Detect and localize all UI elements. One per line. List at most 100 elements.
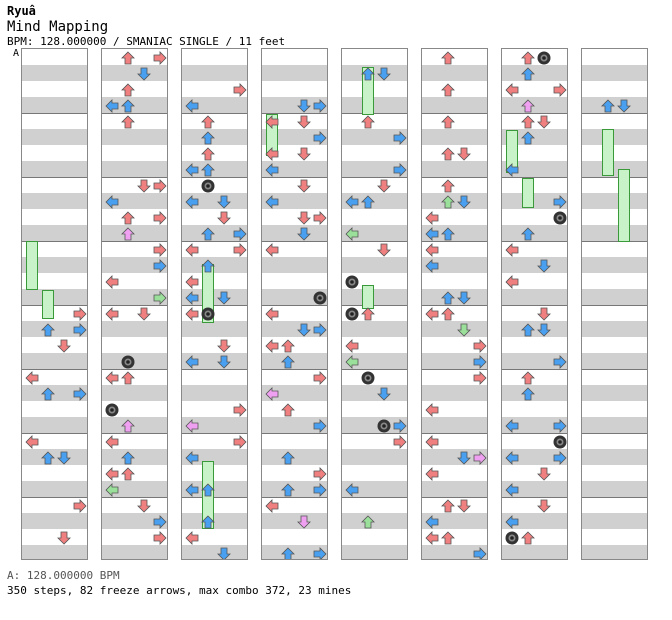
arrow-up-icon xyxy=(217,194,231,209)
arrow-up-icon xyxy=(537,306,551,321)
arrow-left-icon xyxy=(105,194,119,209)
measure-line xyxy=(342,497,407,498)
arrow-down-icon xyxy=(121,98,135,113)
measure-line xyxy=(582,305,647,306)
arrow-left-icon xyxy=(505,514,519,529)
measure-line xyxy=(582,433,647,434)
arrow-left-icon xyxy=(265,306,279,321)
arrow-right-icon xyxy=(153,258,167,273)
measure-line xyxy=(22,305,87,306)
arrow-right-icon xyxy=(233,402,247,417)
arrow-left-icon xyxy=(105,466,119,481)
measure-line xyxy=(102,113,167,114)
arrow-left-icon xyxy=(185,98,199,113)
arrow-down-icon xyxy=(521,226,535,241)
arrow-left-icon xyxy=(185,194,199,209)
arrow-right-icon xyxy=(153,530,167,545)
arrow-left-icon xyxy=(105,370,119,385)
measure-line xyxy=(182,177,247,178)
arrow-down-icon xyxy=(121,50,135,65)
measure-line xyxy=(502,497,567,498)
arrow-left-icon xyxy=(425,242,439,257)
measure-line xyxy=(342,305,407,306)
arrow-up-icon xyxy=(297,98,311,113)
arrow-left-icon xyxy=(185,290,199,305)
arrow-down-icon xyxy=(121,82,135,97)
measure-line xyxy=(502,177,567,178)
bpm-legend: A: 128.000000 BPM xyxy=(7,569,120,582)
song-artist: Ryuâ xyxy=(7,4,36,18)
arrow-down-icon xyxy=(521,386,535,401)
arrow-down-icon xyxy=(521,130,535,145)
arrow-left-icon xyxy=(265,146,279,161)
arrow-up-icon xyxy=(217,354,231,369)
arrow-down-icon xyxy=(441,226,455,241)
arrow-left-icon xyxy=(425,514,439,529)
arrow-down-icon xyxy=(281,402,295,417)
arrow-left-icon xyxy=(185,530,199,545)
arrow-down-icon xyxy=(201,146,215,161)
arrow-right-icon xyxy=(313,546,327,559)
arrow-right-icon xyxy=(73,322,87,337)
arrow-up-icon xyxy=(57,338,71,353)
arrow-down-icon xyxy=(201,482,215,497)
arrow-up-icon xyxy=(537,258,551,273)
arrow-up-icon xyxy=(537,498,551,513)
mine-icon xyxy=(201,178,215,193)
chart-column-3 xyxy=(181,48,248,560)
arrow-left-icon xyxy=(185,162,199,177)
arrow-right-icon xyxy=(73,498,87,513)
arrow-right-icon xyxy=(153,50,167,65)
arrow-down-icon xyxy=(201,162,215,177)
arrow-right-icon xyxy=(553,418,567,433)
arrow-up-icon xyxy=(137,66,151,81)
arrow-left-icon xyxy=(105,274,119,289)
arrow-right-icon xyxy=(313,130,327,145)
arrow-right-icon xyxy=(233,434,247,449)
arrow-left-icon xyxy=(505,482,519,497)
mine-icon xyxy=(361,370,375,385)
arrow-down-icon xyxy=(441,178,455,193)
arrow-down-icon xyxy=(441,194,455,209)
measure-line xyxy=(342,113,407,114)
arrow-left-icon xyxy=(185,482,199,497)
chart-column-8 xyxy=(581,48,648,560)
arrow-left-icon xyxy=(345,482,359,497)
arrow-left-icon xyxy=(505,242,519,257)
arrow-down-icon xyxy=(601,98,615,113)
mine-icon xyxy=(313,290,327,305)
arrow-right-icon xyxy=(313,466,327,481)
arrow-down-icon xyxy=(281,450,295,465)
chart-column-1 xyxy=(21,48,88,560)
chart-column-2 xyxy=(101,48,168,560)
arrow-right-icon xyxy=(73,386,87,401)
arrow-right-icon xyxy=(473,354,487,369)
measure-line xyxy=(262,497,327,498)
mine-icon xyxy=(553,434,567,449)
arrow-down-icon xyxy=(281,546,295,559)
measure-line xyxy=(22,113,87,114)
arrow-up-icon xyxy=(137,306,151,321)
arrow-down-icon xyxy=(361,514,375,529)
arrow-left-icon xyxy=(345,354,359,369)
arrow-left-icon xyxy=(105,98,119,113)
measure-line xyxy=(582,369,647,370)
measure-line xyxy=(22,433,87,434)
arrow-right-icon xyxy=(393,162,407,177)
measure-line xyxy=(262,369,327,370)
arrow-right-icon xyxy=(73,306,87,321)
arrow-up-icon xyxy=(457,146,471,161)
measure-line xyxy=(582,497,647,498)
freeze-arrow xyxy=(42,290,54,319)
arrow-right-icon xyxy=(153,210,167,225)
measure-line xyxy=(262,177,327,178)
arrow-down-icon xyxy=(361,66,375,81)
arrow-right-icon xyxy=(153,514,167,529)
measure-line xyxy=(182,433,247,434)
mine-icon xyxy=(201,306,215,321)
arrow-down-icon xyxy=(521,66,535,81)
measure-line xyxy=(102,177,167,178)
arrow-down-icon xyxy=(281,338,295,353)
mine-icon xyxy=(345,274,359,289)
arrow-up-icon xyxy=(137,178,151,193)
